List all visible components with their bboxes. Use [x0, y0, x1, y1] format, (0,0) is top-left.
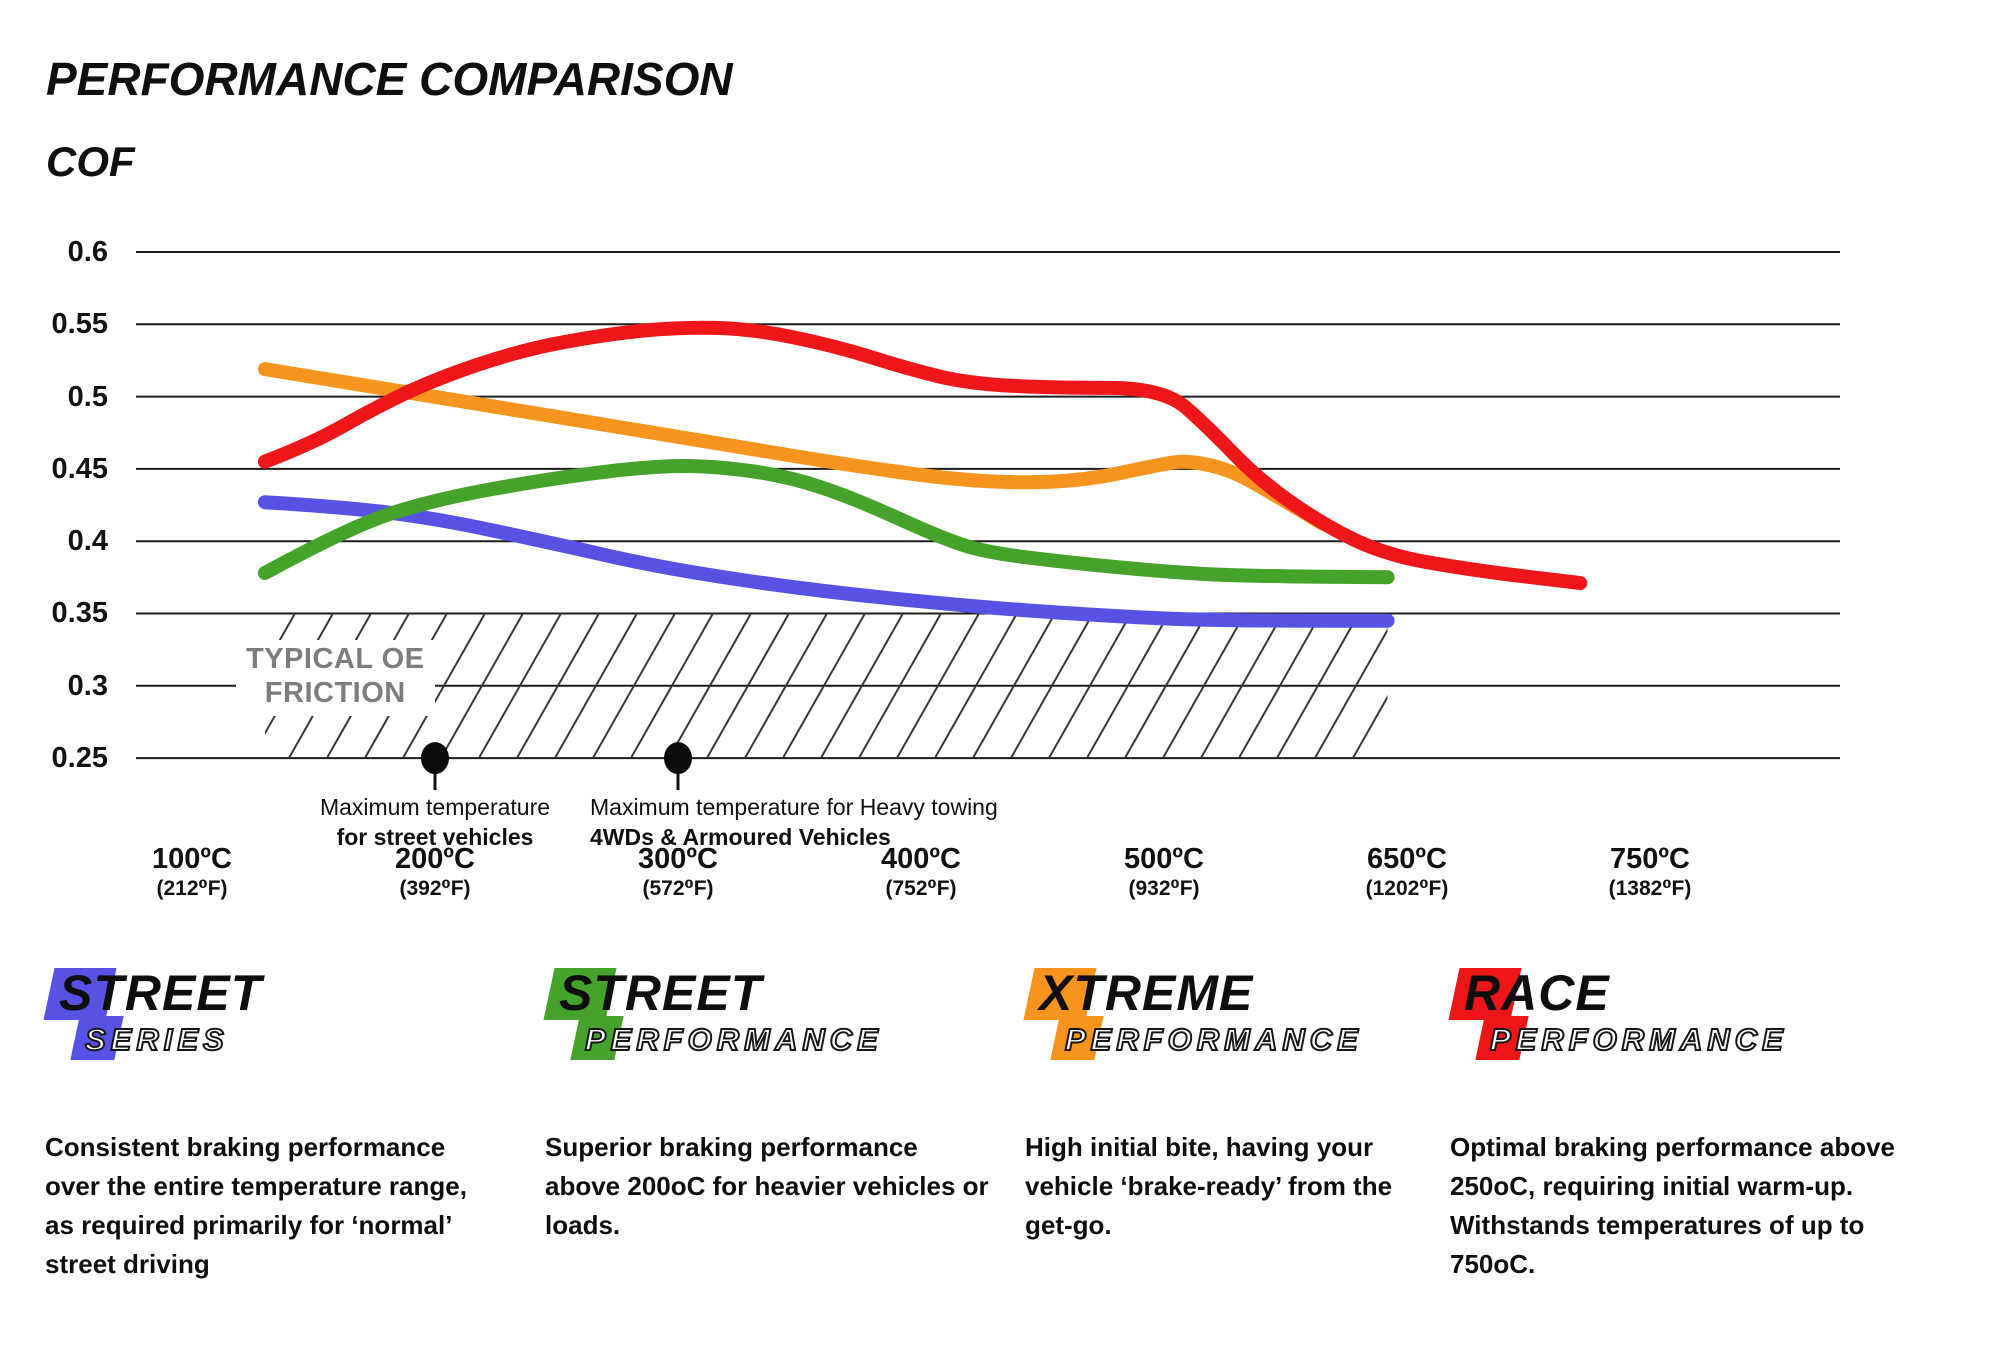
- x-tick-200c-celsius: 200ºC: [395, 843, 475, 875]
- x-tick-400c: 400ºC (752⁰F): [836, 842, 1006, 902]
- annotation-heavy-towing-max-temp-line2: 4WDs & Armoured Vehicles: [590, 824, 891, 850]
- y-tick-0.5: 0.5: [67, 381, 108, 413]
- annotation-heavy-towing-max-temp-line1: Maximum temperature for Heavy towing: [590, 794, 998, 820]
- x-tick-500c-celsius: 500ºC: [1124, 843, 1204, 875]
- x-tick-300c-fahrenheit: (572⁰F): [642, 877, 714, 900]
- race-performance-word1: RACE: [1464, 965, 1610, 1021]
- series-line-race-performance: [257, 320, 1588, 591]
- annotation-street-max-temp-line1: Maximum temperature: [319, 794, 551, 820]
- legend-race-performance: RACE PERFORMANCE: [1448, 960, 1910, 1066]
- x-tick-750c: 750ºC (1382⁰F): [1565, 842, 1735, 902]
- street-series-word2: SERIES: [84, 1021, 229, 1058]
- x-tick-650c-fahrenheit: (1202⁰F): [1365, 877, 1449, 900]
- x-tick-300c: 300ºC (572⁰F): [593, 842, 763, 902]
- annotation-heavy-towing-max-temp: Maximum temperature for Heavy towing 4WD…: [590, 792, 1170, 852]
- y-tick-0.45: 0.45: [51, 453, 108, 485]
- y-axis-title: COF: [46, 138, 135, 185]
- y-tick-0.25: 0.25: [51, 742, 108, 774]
- street-series-logo: STREET SERIES: [43, 960, 505, 1066]
- street-performance-description: Superior braking performance above 200oC…: [545, 1132, 989, 1240]
- street-performance-word1: STREET: [559, 965, 763, 1021]
- annotation-dot-1: [664, 742, 692, 775]
- xtreme-performance-word2: PERFORMANCE: [1064, 1021, 1363, 1058]
- x-tick-200c: 200ºC (392⁰F): [350, 842, 520, 902]
- series-line-street-series: [257, 495, 1395, 628]
- x-tick-500c-fahrenheit: (932⁰F): [1128, 877, 1200, 900]
- race-performance-logo: RACE PERFORMANCE: [1448, 960, 1910, 1066]
- race-performance-word2: PERFORMANCE: [1489, 1021, 1788, 1058]
- xtreme-performance-description: High initial bite, having your vehicle ‘…: [1025, 1132, 1393, 1240]
- xtreme-performance-word1: XTREME: [1039, 965, 1254, 1021]
- y-tick-0.4: 0.4: [67, 525, 108, 557]
- y-tick-0.6: 0.6: [67, 236, 108, 268]
- street-series-description: Consistent braking performance over the …: [45, 1132, 467, 1279]
- typical-oe-friction-line2: FRICTION: [264, 677, 406, 709]
- series-line-xtreme-performance: [257, 362, 1330, 531]
- x-tick-750c-celsius: 750ºC: [1610, 843, 1690, 875]
- x-tick-100c: 100ºC (212⁰F): [107, 842, 277, 902]
- x-tick-650c-celsius: 650ºC: [1367, 843, 1447, 875]
- annotation-street-max-temp-line2: for street vehicles: [336, 824, 534, 850]
- street-performance-word2: PERFORMANCE: [584, 1021, 883, 1058]
- x-tick-750c-fahrenheit: (1382⁰F): [1608, 877, 1692, 900]
- y-tick-0.3: 0.3: [67, 670, 108, 702]
- race-performance-description: Optimal braking performance above 250oC,…: [1450, 1132, 1896, 1279]
- x-tick-200c-fahrenheit: (392⁰F): [399, 877, 471, 900]
- x-tick-100c-fahrenheit: (212⁰F): [156, 877, 228, 900]
- y-tick-0.55: 0.55: [51, 308, 108, 340]
- legend-street-performance: STREET PERFORMANCE: [543, 960, 1005, 1066]
- x-tick-500c: 500ºC (932⁰F): [1079, 842, 1249, 902]
- x-tick-400c-fahrenheit: (752⁰F): [885, 877, 957, 900]
- typical-oe-friction-line1: TYPICAL OE: [246, 643, 425, 675]
- y-tick-0.35: 0.35: [51, 597, 108, 629]
- xtreme-performance-logo: XTREME PERFORMANCE: [1023, 960, 1485, 1066]
- series-line-street-performance: [257, 459, 1395, 585]
- x-tick-650c: 650ºC (1202⁰F): [1322, 842, 1492, 902]
- street-series-word1: STREET: [59, 965, 263, 1021]
- x-tick-300c-celsius: 300ºC: [638, 843, 718, 875]
- x-tick-100c-celsius: 100ºC: [152, 843, 232, 875]
- annotation-dot-0: [421, 742, 449, 775]
- legend-xtreme-performance: XTREME PERFORMANCE: [1023, 960, 1485, 1066]
- annotation-street-max-temp: Maximum temperature for street vehicles: [245, 792, 625, 852]
- typical-oe-friction-label: TYPICAL OE FRICTION: [236, 640, 435, 716]
- x-tick-400c-celsius: 400ºC: [881, 843, 961, 875]
- street-performance-logo: STREET PERFORMANCE: [543, 960, 1005, 1066]
- legend-street-series: STREET SERIES: [43, 960, 505, 1066]
- page-title: PERFORMANCE COMPARISON: [46, 53, 733, 105]
